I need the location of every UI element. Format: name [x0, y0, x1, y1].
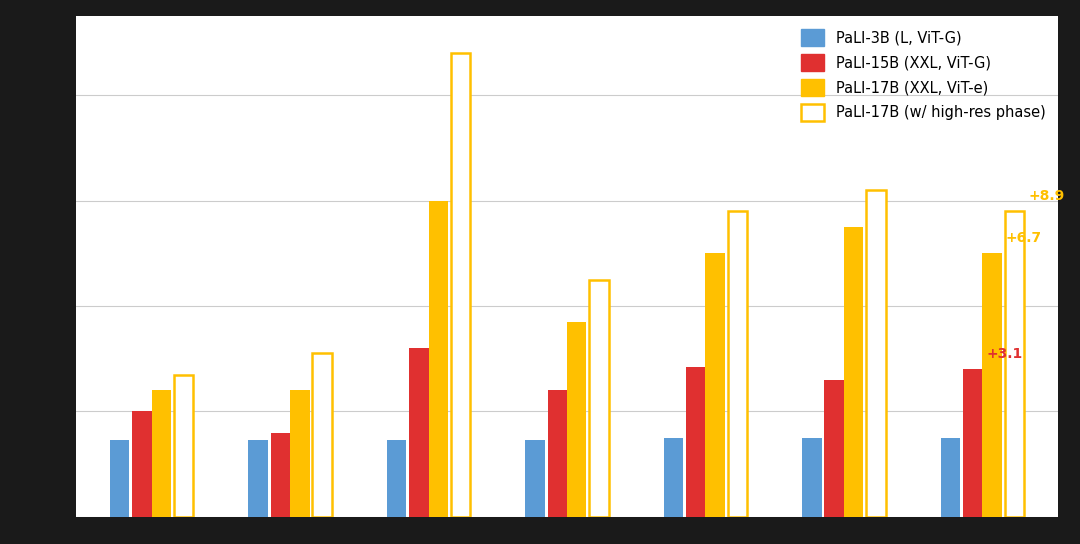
Bar: [728, 211, 747, 517]
Bar: [548, 391, 567, 517]
Bar: [450, 53, 470, 517]
Bar: [110, 441, 130, 517]
Bar: [824, 380, 843, 517]
Legend: PaLI-3B (L, ViT-G), PaLI-15B (XXL, ViT-G), PaLI-17B (XXL, ViT-e), PaLI-17B (w/ h: PaLI-3B (L, ViT-G), PaLI-15B (XXL, ViT-G…: [795, 23, 1051, 127]
Bar: [590, 280, 609, 517]
Bar: [567, 322, 586, 517]
Bar: [963, 369, 983, 517]
Bar: [866, 190, 886, 517]
Bar: [174, 375, 193, 517]
Bar: [866, 190, 886, 517]
Bar: [664, 438, 684, 517]
Bar: [387, 441, 406, 517]
Bar: [728, 211, 747, 517]
Bar: [941, 438, 960, 517]
Bar: [151, 391, 171, 517]
Bar: [133, 411, 151, 517]
Bar: [590, 280, 609, 517]
Bar: [1004, 211, 1024, 517]
Bar: [843, 227, 863, 517]
Bar: [705, 254, 725, 517]
Bar: [429, 201, 448, 517]
Text: +3.1: +3.1: [986, 348, 1023, 361]
Bar: [291, 391, 310, 517]
Bar: [312, 354, 332, 517]
Bar: [525, 441, 544, 517]
Bar: [802, 438, 822, 517]
Bar: [450, 53, 470, 517]
Text: +6.7: +6.7: [1005, 232, 1042, 245]
Bar: [1004, 211, 1024, 517]
Bar: [409, 348, 429, 517]
Bar: [271, 432, 291, 517]
Text: +8.9: +8.9: [1028, 189, 1064, 203]
Bar: [312, 354, 332, 517]
Bar: [248, 441, 268, 517]
Bar: [174, 375, 193, 517]
Bar: [983, 254, 1001, 517]
Bar: [686, 367, 705, 517]
